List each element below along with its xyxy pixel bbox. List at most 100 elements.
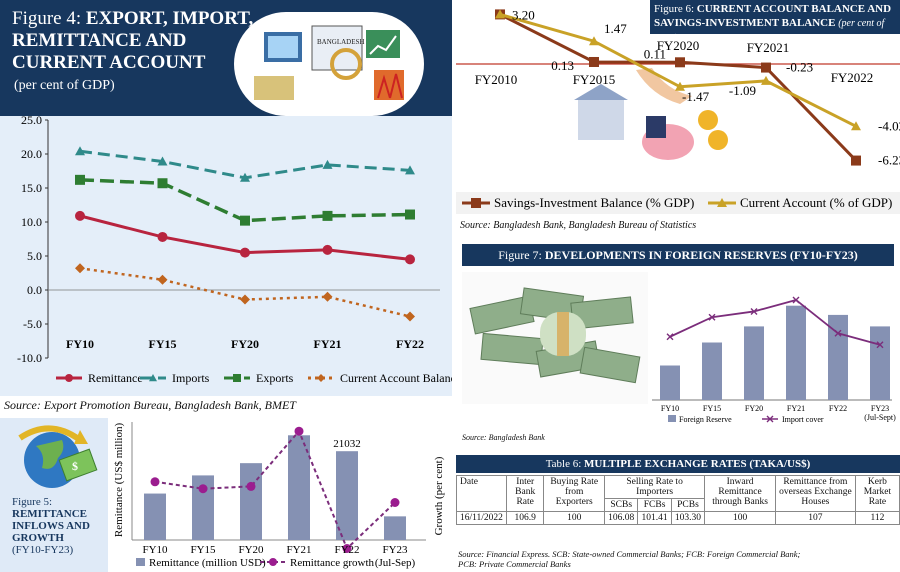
fig7-bar [702, 342, 722, 400]
fig7-legend-marker [766, 415, 774, 423]
fig5-x-tick-sub: (Jul-Sep) [375, 557, 416, 569]
fig7-bar [744, 326, 764, 400]
fig5-y-label-right: Growth (per cent) [433, 456, 445, 535]
fig5-growth-line [154, 429, 396, 551]
fig4-x-tick: FY10 [66, 337, 94, 351]
table6-cell-date: 16/11/2022 [456, 511, 507, 525]
fig7-import-line [669, 298, 881, 346]
fig6-header: Figure 6: CURRENT ACCOUNT BALANCE AND SA… [650, 0, 900, 44]
fig4-y-tick: 10.0 [21, 215, 42, 229]
fig6-legend-marker [717, 198, 727, 207]
fig7-x-tick: FY10 [661, 404, 679, 413]
fig7-import-marker [834, 329, 842, 337]
table-row: 16/11/2022 106.9 100 106.08 101.41 103.3… [456, 511, 900, 525]
coin-icon [698, 110, 718, 130]
fig6-data-label: 0.11 [644, 46, 666, 61]
fig6-x-tick: FY2015 [573, 72, 616, 87]
fig5-chart: Remittance (US$ million) Growth (per cent… [113, 422, 445, 569]
table6-body: Date Inter Bank Rate Buying Rate from Ex… [456, 475, 900, 525]
fig5-legend-swatch [136, 558, 145, 566]
fig7-import-marker [792, 296, 800, 304]
fig6-legend-bg [456, 192, 900, 214]
table6-cell-kerb: 112 [854, 511, 900, 525]
fig4-point [240, 294, 250, 305]
fig5-x-tick: FY20 [238, 544, 264, 556]
fig6-data-label: -6.23 [878, 153, 900, 168]
fig5-bar [288, 435, 310, 540]
fig5-sidebar: $ Figure 5: REMITTANCE INFLOWS AND GROWT… [0, 418, 108, 572]
money-photo [462, 272, 648, 404]
fig5-bar [336, 451, 358, 540]
fig5-bar [240, 463, 262, 540]
table6-cell-pcb: 103.30 [670, 511, 706, 525]
fig6-point [675, 57, 685, 68]
fig4-chart: 25.0 20.0 15.0 10.0 5.0 0.0 -5.0 -10.0 FY10 FY15 F… [17, 113, 461, 385]
cash-stacks-image [469, 287, 641, 384]
fig7-header: Figure 7: DEVELOPMENTS IN FOREIGN RESERV… [462, 244, 894, 266]
money-bag-icon [646, 116, 666, 138]
fig4-point [75, 146, 85, 156]
fig5-data-label: 21032 [333, 438, 361, 450]
fig4-panel: Figure 4: EXPORT, IMPORT, REMITTANCE AND… [0, 0, 461, 420]
fig5-x-tick: FY23 [382, 544, 408, 556]
fig6-data-label: 0.13 [551, 58, 574, 73]
fig7-x-tick: FY21 [787, 404, 805, 413]
fig7-x-tick: FY23 [871, 404, 889, 413]
fig6-x-tick: FY2020 [657, 38, 700, 53]
fig6-point [675, 81, 685, 91]
fig7-import-marker [750, 307, 758, 315]
fig5-legend-label: Remittance growth [290, 557, 375, 569]
fig7-bar [828, 314, 848, 400]
fig6-point [761, 62, 771, 73]
fig5-growth-point [198, 484, 208, 494]
fig7-x-tick: FY22 [829, 404, 847, 413]
fig4-point [405, 311, 415, 322]
table6-panel: Table 6: MULTIPLE EXCHANGE RATES (TAKA/U… [456, 455, 900, 572]
fig5-growth-point [294, 426, 304, 436]
fig7-source: Source: Bangladesh Bank [462, 433, 545, 442]
fig4-point [75, 210, 85, 221]
fig6-panel: Figure 6: CURRENT ACCOUNT BALANCE AND SA… [456, 0, 900, 236]
fig4-y-tick: 15.0 [21, 181, 42, 195]
fig4-point [157, 156, 168, 166]
fig7-import-marker [666, 333, 674, 341]
fig6-point [851, 121, 861, 131]
table6-col-inward: Inward Remittance through Banks [704, 475, 776, 512]
fig4-point [240, 172, 250, 182]
exchange-rate-table: Date Inter Bank Rate Buying Rate from Ex… [456, 475, 900, 525]
fig4-point [405, 209, 415, 220]
svg-text:$: $ [72, 459, 78, 473]
fig4-point [322, 244, 333, 255]
fig5-growth-point [150, 477, 160, 487]
fig4-illus-label: BANGLADESH BANK [317, 38, 386, 46]
fig4-point [240, 247, 250, 258]
fig6-point [761, 75, 771, 85]
bank-building-icon [578, 98, 624, 140]
fig7-x-tick: FY15 [703, 404, 721, 413]
bank-charts-illustration: BANGLADESH BANK [254, 25, 404, 100]
fig4-legend-marker [65, 374, 73, 382]
fig4-subtitle: (per cent of GDP) [14, 78, 115, 93]
table6-cell-interbank: 106.9 [505, 511, 545, 525]
fig5-panel: $ Figure 5: REMITTANCE INFLOWS AND GROWT… [0, 418, 452, 572]
fig5-legend-marker [269, 558, 277, 566]
fig5-growth-point [246, 481, 256, 491]
fig6-chart: FY2010 FY2015 FY2020 FY2021 FY2022 3.20 0.13 0.… [456, 7, 900, 214]
fig7-x-tick: FY20 [745, 404, 763, 413]
fig4-point [322, 210, 333, 221]
fig4-series-line [79, 267, 411, 318]
fig6-illustration [574, 68, 728, 160]
fig6-x-tick: FY2010 [475, 72, 518, 87]
fig6-data-label: -1.09 [729, 83, 756, 98]
fig4-legend-marker [149, 374, 157, 382]
fig5-bar [192, 475, 214, 540]
fig7-bar [786, 305, 806, 400]
fig4-legend-label: Imports [172, 371, 210, 385]
fig7-import-marker [876, 341, 884, 349]
fig6-data-label: 1.47 [604, 21, 627, 36]
fig5-caption: Figure 5: REMITTANCE INFLOWS AND GROWTH … [12, 496, 90, 556]
fig4-illustration: BANGLADESH BANK [234, 12, 424, 116]
fig6-data-label: 3.20 [512, 7, 535, 22]
fig5-x-tick: FY15 [190, 544, 216, 556]
fig4-source: Source: Export Promotion Bureau, Banglad… [4, 398, 296, 412]
